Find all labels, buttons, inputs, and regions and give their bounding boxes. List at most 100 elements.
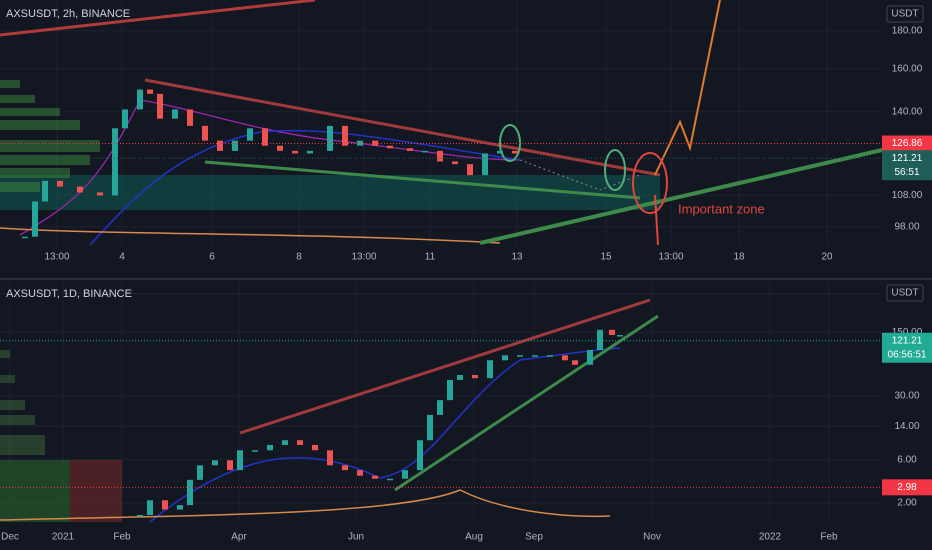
x-tick-label: Dec xyxy=(1,532,19,543)
x-tick-label: 13:00 xyxy=(351,252,376,263)
projection xyxy=(519,159,641,191)
candle xyxy=(502,355,508,361)
candle xyxy=(562,355,568,361)
x-tick-label: Jun xyxy=(348,532,364,543)
price-label: 126.86 xyxy=(892,138,923,149)
candle xyxy=(342,125,348,146)
trendline xyxy=(144,78,661,177)
candle xyxy=(122,109,128,129)
arrow xyxy=(654,194,659,246)
x-tick-label: 2021 xyxy=(52,532,75,543)
y-tick-label: 6.00 xyxy=(897,454,917,465)
y-tick-label: 98.00 xyxy=(894,221,919,232)
candle xyxy=(547,355,553,357)
candle xyxy=(227,460,233,471)
candle xyxy=(482,153,488,176)
candle xyxy=(512,150,518,154)
candle xyxy=(572,360,578,365)
trendline xyxy=(394,314,659,492)
y-tick-label: 108.00 xyxy=(892,190,923,201)
candle xyxy=(427,414,433,441)
candle xyxy=(437,150,443,162)
x-tick-label: 4 xyxy=(119,252,125,263)
projection xyxy=(654,0,721,176)
candle xyxy=(457,374,463,380)
volume-profile xyxy=(0,80,100,192)
candle xyxy=(417,440,423,471)
ma-line xyxy=(89,129,521,246)
candle xyxy=(77,186,83,193)
y-tick-label: 14.00 xyxy=(894,421,919,432)
x-tick-label: Apr xyxy=(231,532,247,543)
candle xyxy=(147,500,153,516)
candle xyxy=(267,444,273,451)
x-tick-label: 15 xyxy=(600,252,612,263)
y-tick-label: 140.00 xyxy=(892,106,923,117)
price-label-box xyxy=(882,479,932,496)
candle xyxy=(467,164,473,176)
zone xyxy=(0,175,660,210)
candle xyxy=(437,400,443,415)
x-tick-label: Nov xyxy=(643,532,661,543)
candle xyxy=(177,505,183,510)
candle xyxy=(212,460,218,466)
candle xyxy=(32,201,38,237)
candle xyxy=(447,379,453,401)
trendline xyxy=(204,160,641,200)
candle xyxy=(532,355,538,357)
candle xyxy=(387,145,393,149)
candle xyxy=(197,465,203,480)
x-tick-label: 8 xyxy=(296,252,302,263)
candle xyxy=(202,125,208,141)
trendline xyxy=(479,148,883,245)
candle xyxy=(342,465,348,471)
candle xyxy=(262,128,268,146)
circle-mark xyxy=(604,149,626,191)
candle xyxy=(372,475,378,479)
x-tick-label: Aug xyxy=(465,532,483,543)
candle xyxy=(172,109,178,119)
candle xyxy=(422,150,428,153)
currency-box xyxy=(886,5,924,23)
x-tick-label: Sep xyxy=(525,532,543,543)
price-label: 121.21 xyxy=(892,335,923,346)
candle xyxy=(277,145,283,151)
candle xyxy=(487,360,493,379)
x-tick-label: 6 xyxy=(209,252,215,263)
trendline xyxy=(0,0,316,37)
currency-box xyxy=(886,284,924,302)
candle xyxy=(137,89,143,110)
price-label-box xyxy=(882,332,932,363)
candle xyxy=(407,148,413,151)
x-tick-label: 13 xyxy=(511,252,523,263)
y-tick-label: 30.00 xyxy=(894,391,919,402)
candle xyxy=(22,236,28,239)
candle xyxy=(57,180,63,187)
candle xyxy=(597,329,603,350)
price-label-box xyxy=(882,135,932,152)
candle xyxy=(187,479,193,506)
y-tick-label: 160.00 xyxy=(892,63,923,74)
candle xyxy=(232,140,238,151)
ma-line xyxy=(0,489,611,521)
x-tick-label: 2022 xyxy=(759,532,782,543)
candle xyxy=(42,180,48,202)
ma-line xyxy=(0,227,501,244)
x-tick-label: 11 xyxy=(425,252,436,263)
x-tick-label: 13:00 xyxy=(44,252,69,263)
y-tick-label: 180.00 xyxy=(892,25,923,36)
x-tick-label: 13:00 xyxy=(658,252,683,263)
annotation: Important zone xyxy=(678,201,765,216)
candle xyxy=(282,440,288,445)
candle xyxy=(297,440,303,445)
volume-profile xyxy=(0,350,45,455)
price-label: 121.21 xyxy=(892,153,923,164)
candle xyxy=(312,444,318,451)
circle-mark xyxy=(499,124,521,162)
candle xyxy=(137,515,143,517)
candle xyxy=(327,125,333,151)
candle xyxy=(162,500,168,510)
candle xyxy=(472,374,478,379)
chart-title: AXSUSDT, 2h, BINANCE xyxy=(6,8,130,20)
